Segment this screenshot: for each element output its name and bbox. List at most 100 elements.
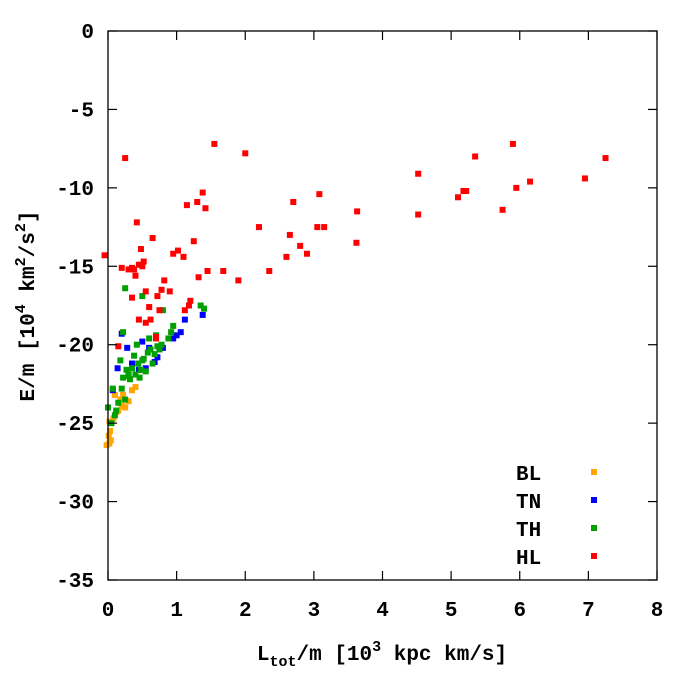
data-point-hl — [199, 189, 206, 196]
data-point-tn — [181, 316, 188, 323]
data-point-hl — [180, 253, 187, 260]
legend-label: HL — [516, 548, 541, 571]
data-point-th — [156, 346, 163, 353]
data-point-tn — [139, 338, 146, 345]
legend-marker — [591, 469, 597, 475]
data-point-hl — [286, 231, 293, 238]
y-tick-label: -10 — [56, 179, 94, 202]
data-point-th — [168, 329, 175, 336]
data-point-hl — [125, 266, 132, 273]
y-tick-label: -5 — [69, 100, 94, 123]
data-point-th — [197, 302, 204, 309]
data-point-th — [149, 360, 156, 367]
data-point-tn — [154, 354, 161, 361]
data-point-hl — [174, 247, 181, 254]
data-point-bl — [117, 396, 124, 403]
x-tick-label: 8 — [651, 600, 664, 623]
data-point-th — [135, 360, 142, 367]
data-point-hl — [115, 343, 122, 350]
data-point-tn — [159, 344, 166, 351]
data-point-hl — [149, 235, 156, 242]
data-point-hl — [314, 224, 321, 231]
data-point-hl — [161, 277, 168, 284]
data-point-hl — [190, 238, 197, 245]
data-point-hl — [266, 267, 273, 274]
data-point-hl — [147, 316, 154, 323]
x-tick-label: 4 — [376, 600, 389, 623]
series-bl — [103, 384, 139, 449]
data-point-bl — [107, 437, 114, 444]
data-point-bl — [106, 440, 113, 447]
data-point-bl — [111, 391, 118, 398]
data-point-th — [129, 365, 136, 372]
data-point-hl — [153, 335, 160, 342]
y-tick-label: -35 — [56, 571, 94, 594]
data-point-tn — [170, 335, 177, 342]
data-point-tn — [199, 311, 206, 318]
data-point-th — [144, 349, 151, 356]
data-point-hl — [513, 184, 520, 191]
data-point-hl — [187, 297, 194, 304]
data-point-hl — [142, 319, 149, 326]
data-point-hl — [220, 267, 227, 274]
data-point-th — [113, 407, 120, 414]
data-point-th — [140, 355, 147, 362]
y-tick-label: -20 — [56, 336, 94, 359]
data-point-hl — [135, 316, 142, 323]
data-point-th — [120, 374, 127, 381]
x-tick-label: 2 — [239, 600, 252, 623]
data-point-hl — [183, 202, 190, 209]
data-point-hl — [499, 206, 506, 213]
data-points-layer — [101, 140, 609, 449]
data-point-bl — [132, 384, 139, 391]
series-tn — [109, 311, 206, 394]
data-point-bl — [122, 404, 129, 411]
data-point-hl — [415, 170, 422, 177]
data-point-hl — [194, 198, 201, 205]
data-point-tn — [177, 329, 184, 336]
data-point-hl — [181, 307, 188, 314]
data-point-th — [117, 357, 124, 364]
data-point-th — [109, 385, 116, 392]
axis-ticks — [107, 30, 658, 581]
data-point-bl — [105, 432, 112, 439]
data-point-hl — [463, 187, 470, 194]
data-point-th — [125, 373, 132, 380]
axis-tick-labels: 0 1 2 3 4 5 6 7 8 0 -5 -10 -15 -20 -25 -30 -35 — [56, 22, 663, 623]
data-point-th — [146, 335, 153, 342]
data-point-th — [120, 329, 127, 336]
data-point-th — [154, 343, 161, 350]
data-point-hl — [454, 194, 461, 201]
data-point-hl — [354, 208, 361, 215]
data-point-th — [147, 346, 154, 353]
data-point-hl — [316, 191, 323, 198]
data-point-hl — [235, 277, 242, 284]
data-point-bl — [107, 427, 114, 434]
data-point-th — [158, 341, 165, 348]
data-point-th — [165, 335, 172, 342]
data-point-th — [136, 374, 143, 381]
data-point-bl — [110, 415, 117, 422]
data-point-hl — [139, 263, 146, 270]
data-point-hl — [131, 266, 138, 273]
y-tick-label: -15 — [56, 257, 94, 280]
data-point-tn — [124, 344, 131, 351]
data-point-hl — [140, 258, 147, 265]
legend-label: TN — [516, 492, 541, 515]
data-point-tn — [129, 360, 136, 367]
data-point-th — [137, 366, 144, 373]
data-point-hl — [154, 293, 161, 300]
data-point-hl — [353, 239, 360, 246]
data-point-hl — [304, 250, 311, 257]
data-point-hl — [133, 219, 140, 226]
data-point-hl — [602, 155, 609, 162]
data-point-hl — [297, 242, 304, 249]
data-point-th — [201, 305, 208, 312]
data-point-hl — [211, 140, 218, 147]
data-point-bl — [120, 391, 127, 398]
data-point-th — [151, 351, 158, 358]
data-point-bl — [125, 398, 132, 405]
data-point-hl — [135, 261, 142, 268]
data-point-hl — [129, 294, 136, 301]
